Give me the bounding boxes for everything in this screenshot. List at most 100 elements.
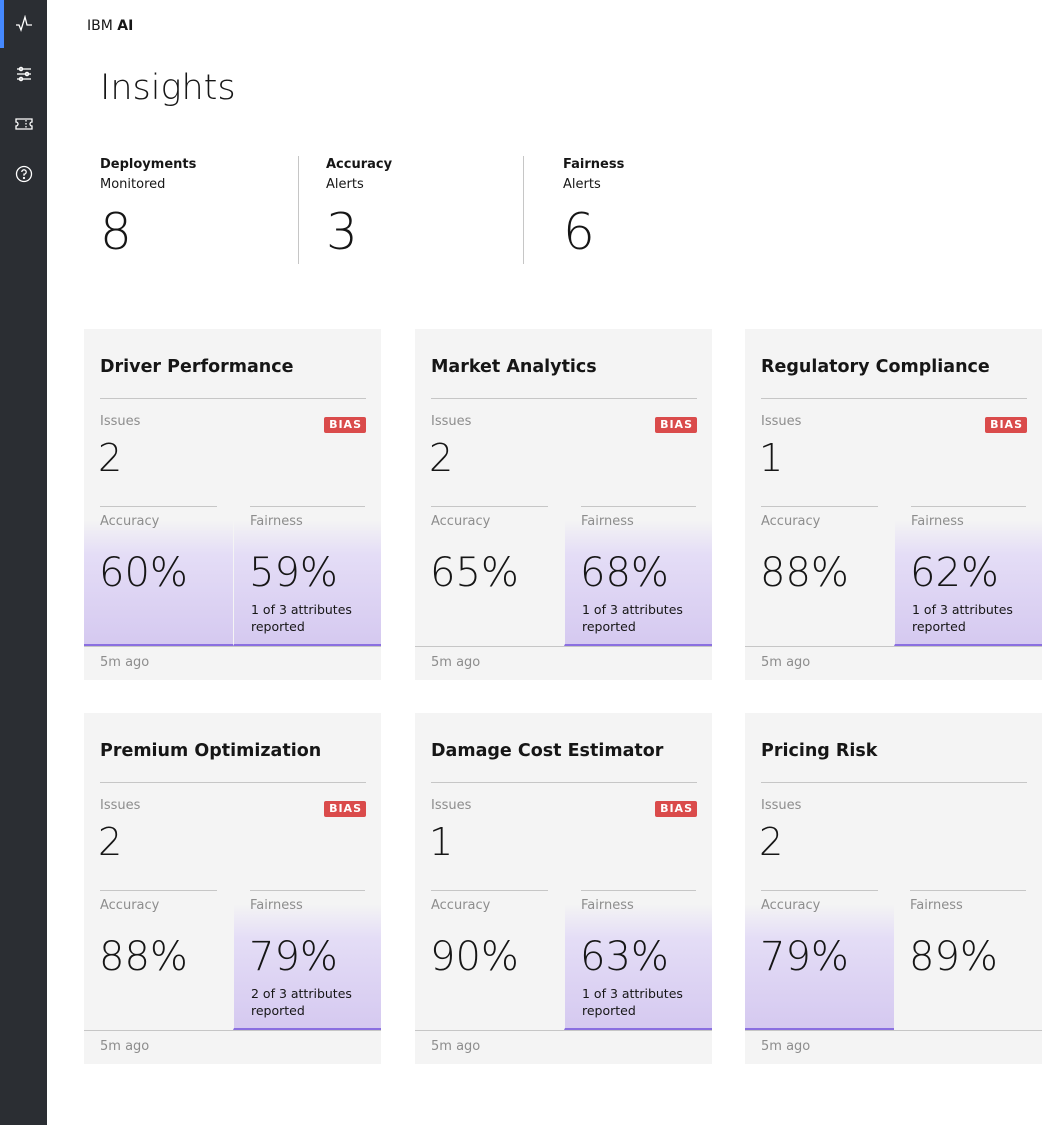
accuracy-label: Accuracy (761, 514, 821, 529)
card-timestamp: 5m ago (761, 655, 811, 670)
fairness-note: 2 of 3 attributes reported (251, 986, 352, 1018)
fairness-label: Fairness (250, 514, 303, 529)
stat-label: Fairness (563, 157, 625, 172)
accuracy-value: 88% (760, 550, 849, 596)
deployment-card[interactable]: Regulatory Compliance Issues 1 BIAS Accuracy… (745, 329, 1042, 680)
fairness-value: 68% (580, 550, 669, 596)
metric-divider (761, 890, 878, 891)
card-timestamp: 5m ago (761, 1039, 811, 1054)
issues-label: Issues (761, 414, 802, 429)
fairness-label: Fairness (581, 514, 634, 529)
deployment-card[interactable]: Market Analytics Issues 2 BIAS Accuracy 65% Fa… (415, 329, 712, 680)
issues-label: Issues (100, 798, 141, 813)
stat-fairness-alerts: Fairness Alerts 6 (563, 156, 624, 264)
bias-badge: BIAS (655, 417, 697, 433)
issues-label: Issues (431, 414, 472, 429)
fairness-value: 59% (249, 550, 338, 596)
metric-divider (431, 506, 548, 507)
accuracy-metric: Accuracy 88% (745, 506, 894, 646)
accuracy-metric: Accuracy 88% (84, 890, 233, 1030)
stat-sublabel: Monitored (100, 177, 166, 192)
stat-label: Accuracy (326, 157, 393, 172)
metric-divider (581, 506, 696, 507)
metric-divider (910, 890, 1026, 891)
sidebar-item-ticket[interactable] (0, 100, 47, 148)
fairness-metric: Fairness 62% 1 of 3 attributes reported (894, 506, 1042, 646)
fairness-value: 79% (249, 934, 338, 980)
sidebar-item-help[interactable] (0, 150, 47, 198)
fairness-value: 62% (910, 550, 999, 596)
accuracy-value: 65% (430, 550, 519, 596)
deployment-card[interactable]: Damage Cost Estimator Issues 1 BIAS Accuracy… (415, 713, 712, 1064)
sidebar-item-settings[interactable] (0, 50, 47, 98)
fairness-value: 89% (909, 934, 998, 980)
accuracy-label: Accuracy (761, 898, 821, 913)
brand-prefix: IBM (87, 18, 113, 34)
card-footer-divider (745, 646, 1042, 647)
metric-divider (761, 506, 878, 507)
stat-value: 6 (563, 203, 595, 261)
issues-value: 2 (98, 436, 123, 480)
card-timestamp: 5m ago (431, 655, 481, 670)
activity-icon (15, 15, 32, 32)
metric-divider (581, 890, 696, 891)
card-divider (761, 398, 1027, 399)
fairness-metric: Fairness 79% 2 of 3 attributes reported (233, 890, 381, 1030)
stat-divider (523, 156, 524, 264)
stat-sublabel: Alerts (563, 177, 601, 192)
sidebar (0, 0, 47, 1125)
accuracy-label: Accuracy (431, 514, 491, 529)
accuracy-value: 90% (430, 934, 519, 980)
sliders-icon (16, 66, 31, 82)
accuracy-label: Accuracy (431, 898, 491, 913)
stat-sublabel: Alerts (326, 177, 364, 192)
card-footer-divider (415, 646, 712, 647)
issues-value: 1 (429, 820, 454, 864)
card-title: Regulatory Compliance (761, 357, 990, 377)
deployment-card[interactable]: Driver Performance Issues 2 BIAS Accuracy 60%… (84, 329, 381, 680)
card-title: Damage Cost Estimator (431, 741, 664, 761)
stat-label: Deployments (100, 157, 197, 172)
fairness-label: Fairness (581, 898, 634, 913)
accuracy-metric: Accuracy 79% (745, 890, 894, 1030)
issues-label: Issues (100, 414, 141, 429)
issues-value: 2 (98, 820, 123, 864)
card-divider (100, 782, 366, 783)
issues-value: 1 (759, 436, 784, 480)
brand-logo[interactable]: IBM AI (87, 18, 133, 34)
bias-badge: BIAS (655, 801, 697, 817)
fairness-note: 1 of 3 attributes reported (912, 602, 1013, 634)
page-title: Insights (100, 68, 236, 108)
card-divider (431, 782, 697, 783)
issues-label: Issues (761, 798, 802, 813)
issues-label: Issues (431, 798, 472, 813)
fairness-metric: Fairness 63% 1 of 3 attributes reported (564, 890, 712, 1030)
deployment-card[interactable]: Premium Optimization Issues 2 BIAS Accuracy 8… (84, 713, 381, 1064)
metric-divider (431, 890, 548, 891)
fairness-note: 1 of 3 attributes reported (582, 602, 683, 634)
accuracy-metric: Accuracy 90% (415, 890, 564, 1030)
fairness-label: Fairness (910, 898, 963, 913)
fairness-metric: Fairness 59% 1 of 3 attributes reported (233, 506, 381, 646)
card-timestamp: 5m ago (431, 1039, 481, 1054)
stat-deployments: Deployments Monitored 8 (100, 156, 196, 264)
card-footer-divider (84, 1030, 381, 1031)
accuracy-value: 79% (760, 934, 849, 980)
help-icon (15, 165, 32, 183)
card-timestamp: 5m ago (100, 655, 150, 670)
accuracy-value: 88% (99, 934, 188, 980)
accuracy-metric: Accuracy 60% (84, 506, 233, 646)
card-divider (761, 782, 1027, 783)
bias-badge: BIAS (985, 417, 1027, 433)
card-divider (431, 398, 697, 399)
metric-divider (250, 506, 365, 507)
sidebar-item-activity[interactable] (0, 0, 47, 48)
stat-value: 3 (326, 203, 358, 261)
card-footer-divider (415, 1030, 712, 1031)
issues-value: 2 (759, 820, 784, 864)
deployment-card[interactable]: Pricing Risk Issues 2 Accuracy 79% Fairness 89… (745, 713, 1042, 1064)
accuracy-label: Accuracy (100, 514, 160, 529)
stat-divider (298, 156, 299, 264)
fairness-metric: Fairness 89% (894, 890, 1042, 1030)
stat-accuracy-alerts: Accuracy Alerts 3 (326, 156, 392, 264)
